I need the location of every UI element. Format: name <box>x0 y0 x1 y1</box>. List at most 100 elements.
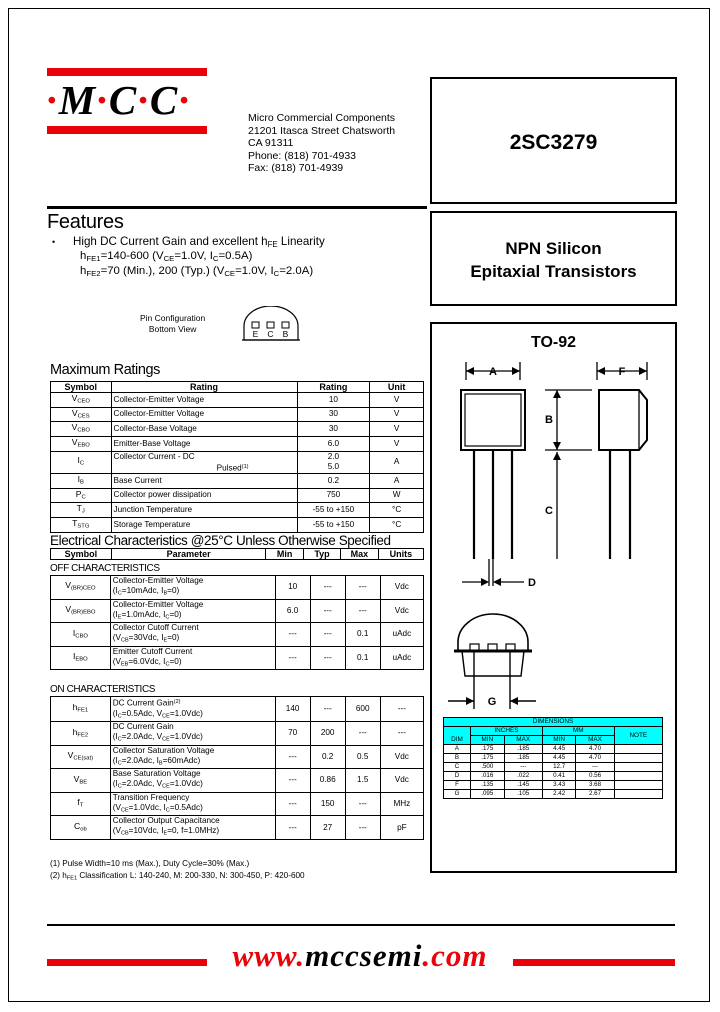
cell-value: 10 <box>296 392 371 408</box>
col-units: Units <box>377 548 425 560</box>
cell-dim: F <box>443 780 471 790</box>
cell-typ: 0.2 <box>309 744 346 770</box>
cell-symbol: IB <box>50 473 112 489</box>
cell-note <box>613 771 664 781</box>
cell-min: 6.0 <box>274 598 311 624</box>
cell-mm-max: 4.70 <box>575 753 615 763</box>
dim-col-spacer <box>443 726 471 736</box>
package-title: TO-92 <box>530 334 577 351</box>
features-rule <box>47 206 427 209</box>
dim-unit-row: INCHES MM NOTE <box>443 726 664 745</box>
cell-value: 30 <box>296 421 371 437</box>
logo-bar-top <box>47 68 207 76</box>
cell-typ: --- <box>309 695 346 723</box>
col-max: Max <box>340 548 379 560</box>
footer-url-www: www. <box>232 938 306 973</box>
note-1: (1) Pulse Width=10 ms (Max.), Duty Cycle… <box>50 859 250 868</box>
features-line-3: hFE2=70 (Min.), 200 (Typ.) (VCE=1.0V, IC… <box>80 265 314 279</box>
cell-typ: --- <box>309 598 346 624</box>
cell-max: 0.1 <box>344 645 381 671</box>
cell-units: uAdc <box>379 645 425 671</box>
col-mm-min: MIN <box>541 735 577 745</box>
cell-value: -55 to +150 <box>296 502 371 518</box>
cell-in-max: .185 <box>503 744 543 754</box>
cell-min: --- <box>274 768 311 793</box>
cell-symbol: Cob <box>50 815 111 840</box>
cell-typ: --- <box>309 622 346 647</box>
cell-max: 0.5 <box>344 744 381 770</box>
col-symbol: Symbol <box>50 548 112 560</box>
cell-parameter: Base Saturation Voltage (IC=2.0Adc, VCE=1… <box>109 768 276 793</box>
footer-url[interactable]: www.mccsemi.com <box>0 938 720 974</box>
cell-units: Vdc <box>379 744 425 770</box>
max-ratings-table: Symbol Rating Rating Unit VCEO Collector-… <box>50 381 424 533</box>
cell-unit: °C <box>369 516 424 533</box>
svg-text:C: C <box>267 329 273 339</box>
table-header-row: Symbol Parameter Min Typ Max Units <box>50 548 425 560</box>
pin-configuration-diagram: E C B <box>240 306 302 342</box>
note-2: (2) hFE1 Classification L: 140-240, M: 2… <box>50 871 305 882</box>
cell-units: pF <box>379 815 425 840</box>
cell-note <box>613 753 664 763</box>
features-line-2: hFE1=140-600 (VCE=1.0V, IC=0.5A) <box>80 250 253 264</box>
cell-rating: Junction Temperature <box>110 502 298 518</box>
cell-symbol: IC <box>50 450 112 474</box>
cell-in-min: .016 <box>470 771 505 781</box>
cell-in-max: .145 <box>503 780 543 790</box>
cell-rating: Collector Current - DC Pulsed(1) <box>110 450 298 474</box>
cell-in-max: --- <box>503 762 543 772</box>
cell-units: Vdc <box>379 768 425 793</box>
part-type-line2: Epitaxial Transistors <box>470 262 637 281</box>
cell-max: 600 <box>344 695 381 723</box>
cell-mm-min: 2.42 <box>541 789 577 799</box>
table-row: hFE2 DC Current Gain (IC=2.0Adc, VCE=1.0Vd… <box>50 721 425 746</box>
cell-unit: V <box>369 435 424 452</box>
cell-symbol: fT <box>50 791 111 817</box>
cell-parameter: Emitter Cutoff Current (VEB=6.0Vdc, IC=0) <box>109 645 276 671</box>
cell-typ: 0.86 <box>309 768 346 793</box>
cell-unit: V <box>369 421 424 437</box>
part-type-line1: NPN Silicon <box>505 239 602 258</box>
col-dim: DIM <box>443 735 471 745</box>
cell-symbol: V(BR)CEO <box>50 575 111 600</box>
cell-unit: V <box>369 392 424 408</box>
dimensions-table: DIMENSIONS INCHES MM NOTE DIM MIN MAX MI… <box>443 717 664 799</box>
cell-mm-min: 4.45 <box>541 744 577 754</box>
cell-max: --- <box>344 575 381 600</box>
part-type-box: NPN Silicon Epitaxial Transistors <box>430 211 677 306</box>
group-off-characteristics: OFF CHARACTERISTICS <box>50 563 160 574</box>
cell-in-min: .095 <box>470 789 505 799</box>
cell-note <box>613 762 664 772</box>
cell-mm-max: 2.67 <box>575 789 615 799</box>
cell-max: --- <box>344 598 381 624</box>
cell-unit: V <box>369 406 424 423</box>
cell-symbol: V(BR)EBO <box>50 598 111 624</box>
cell-max: 1.5 <box>344 768 381 793</box>
part-number-box: 2SC3279 <box>430 77 677 204</box>
col-unit: Unit <box>369 381 424 393</box>
dim-title-row: DIMENSIONS <box>443 717 663 727</box>
cell-units: --- <box>379 721 425 746</box>
table-row: TJ Junction Temperature -55 to +150 °C <box>50 502 424 518</box>
dimensions-title: DIMENSIONS <box>443 717 663 727</box>
cell-min: --- <box>274 744 311 770</box>
col-mm-max: MAX <box>575 735 615 745</box>
cell-in-min: .175 <box>470 753 505 763</box>
table-row: VEBO Emitter-Base Voltage 6.0 V <box>50 435 424 452</box>
cell-parameter: Transition Frequency (VCE=1.0Vdc, IC=0.5A… <box>109 791 276 817</box>
col-rating: Rating <box>110 381 298 393</box>
cell-in-max: .022 <box>503 771 543 781</box>
package-drawing: A F <box>448 362 648 709</box>
cell-symbol: VCBO <box>50 421 112 437</box>
cell-symbol: TJ <box>50 502 112 518</box>
cell-typ: 200 <box>309 721 346 746</box>
col-value: Rating <box>296 381 371 393</box>
cell-unit: °C <box>369 502 424 518</box>
table-row: B .175.185 4.45 4.70 <box>443 753 664 763</box>
table-row: PC Collector power dissipation 750 W <box>50 487 424 504</box>
pin-configuration-label: Pin Configuration Bottom View <box>140 313 206 334</box>
cell-symbol: VEBO <box>50 435 112 452</box>
cell-mm-max: --- <box>575 762 615 772</box>
cell-note <box>613 780 664 790</box>
cell-min: 10 <box>274 575 311 600</box>
